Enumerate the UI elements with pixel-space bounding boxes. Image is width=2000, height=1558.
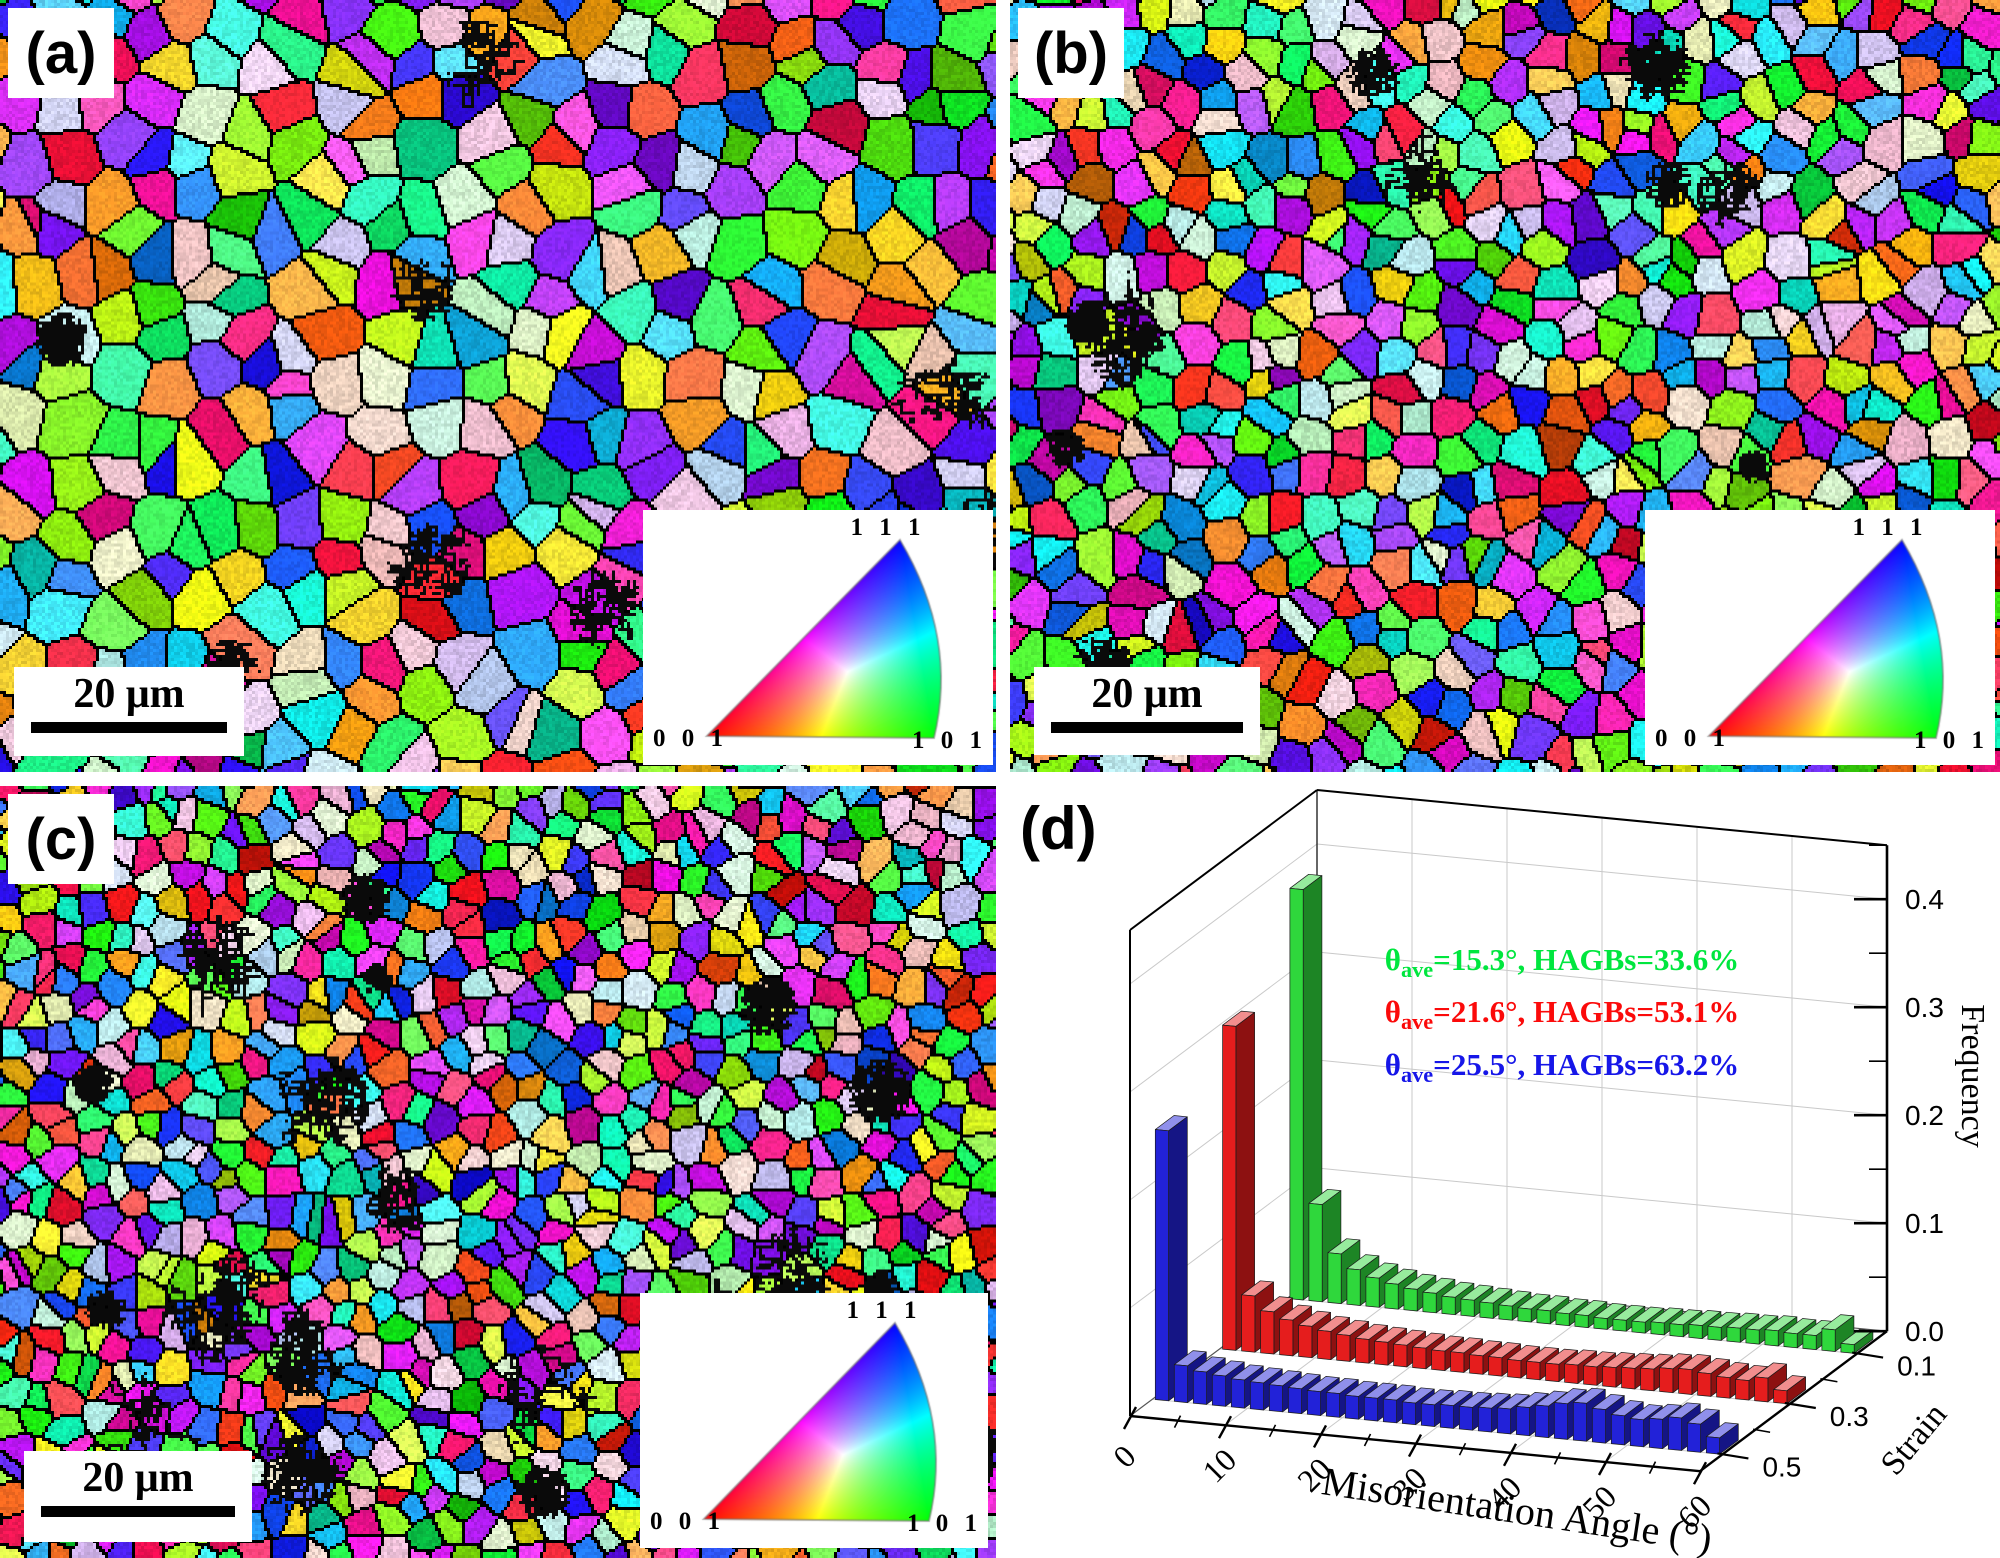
ipf-triangle-c [640, 1293, 988, 1548]
svg-text:0.5: 0.5 [1762, 1451, 1801, 1482]
ipf-b-111: 1 1 1 [1852, 514, 1928, 541]
ipf-a-101: 1 0 1 [912, 727, 987, 754]
svg-text:Frequency: Frequency [1954, 1004, 1991, 1148]
scale-bar-b: 20 μm [1034, 667, 1260, 755]
panel-b: (b) 20 μm 1 1 1 0 0 1 1 0 1 [1010, 0, 2000, 772]
panel-a: (a) 20 μm 1 1 1 0 0 1 1 0 1 [0, 0, 996, 772]
scale-bar-a: 20 μm [14, 667, 244, 756]
annotation-text: =25.5°, HAGBs=63.2% [1433, 1047, 1740, 1082]
svg-text:Misorientation Angle (°): Misorientation Angle (°) [1319, 1458, 1715, 1558]
annotation-strain-0.3: θave=21.6°, HAGBs=53.1% [1362, 994, 1762, 1035]
ipf-legend-a: 1 1 1 0 0 1 1 0 1 [643, 510, 993, 765]
svg-text:Strain: Strain [1874, 1396, 1955, 1482]
scale-bar-a-label: 20 μm [73, 671, 185, 717]
scale-bar-c-label: 20 μm [82, 1455, 194, 1501]
panel-b-label-box: (b) [1018, 8, 1124, 98]
panel-a-label-box: (a) [8, 8, 114, 98]
ipf-triangle-a [643, 510, 993, 765]
svg-text:0.4: 0.4 [1905, 884, 1944, 915]
theta-subscript: ave [1400, 1009, 1434, 1035]
panel-c: (c) 20 μm 1 1 1 0 0 1 1 0 1 [0, 786, 996, 1558]
panel-d: 0.0 0.1 0.2 0.3 0.4 Frequency 0 10 20 30 40 50 60 Mis… [1010, 786, 2000, 1558]
ipf-c-101: 1 0 1 [907, 1510, 982, 1537]
annotation-strain-0.5: θave=25.5°, HAGBs=63.2% [1362, 1047, 1762, 1088]
panel-c-label-box: (c) [8, 794, 114, 884]
ipf-legend-b: 1 1 1 0 0 1 1 0 1 [1645, 510, 1995, 765]
svg-text:0.2: 0.2 [1905, 1100, 1944, 1131]
panel-a-label: (a) [25, 20, 97, 86]
annotation-strain-0.1: θave=15.3°, HAGBs=33.6% [1362, 942, 1762, 983]
annotation-text: =15.3°, HAGBs=33.6% [1433, 942, 1740, 977]
theta-subscript: ave [1400, 957, 1434, 983]
scale-bar-c: 20 μm [24, 1451, 252, 1542]
svg-text:0: 0 [1106, 1438, 1143, 1475]
theta-symbol: θ [1384, 994, 1401, 1029]
svg-text:0.1: 0.1 [1897, 1351, 1936, 1382]
svg-text:0.3: 0.3 [1830, 1401, 1869, 1432]
annotation-text: =21.6°, HAGBs=53.1% [1433, 994, 1740, 1029]
panel-d-label: (d) [1020, 795, 1097, 862]
panel-b-label: (b) [1033, 20, 1109, 86]
svg-text:0.3: 0.3 [1905, 992, 1944, 1023]
ipf-a-001: 0 0 1 [653, 725, 728, 752]
scale-bar-b-label: 20 μm [1091, 671, 1203, 717]
scale-bar-c-line [41, 1506, 235, 1518]
ipf-triangle-b [1645, 510, 1995, 765]
ipf-c-111: 1 1 1 [846, 1297, 922, 1324]
ipf-legend-c: 1 1 1 0 0 1 1 0 1 [640, 1293, 988, 1548]
ipf-b-101: 1 0 1 [1914, 727, 1989, 754]
scale-bar-a-line [31, 722, 227, 734]
theta-subscript: ave [1400, 1062, 1434, 1088]
ipf-b-001: 0 0 1 [1655, 725, 1730, 752]
svg-text:10: 10 [1195, 1441, 1243, 1489]
svg-text:0.1: 0.1 [1905, 1208, 1944, 1239]
panel-c-label: (c) [25, 806, 97, 872]
svg-text:0.0: 0.0 [1905, 1316, 1944, 1347]
scale-bar-b-line [1050, 722, 1244, 734]
ipf-a-111: 1 1 1 [850, 514, 926, 541]
ipf-c-001: 0 0 1 [650, 1508, 725, 1535]
theta-symbol: θ [1384, 942, 1401, 977]
theta-symbol: θ [1384, 1047, 1401, 1082]
